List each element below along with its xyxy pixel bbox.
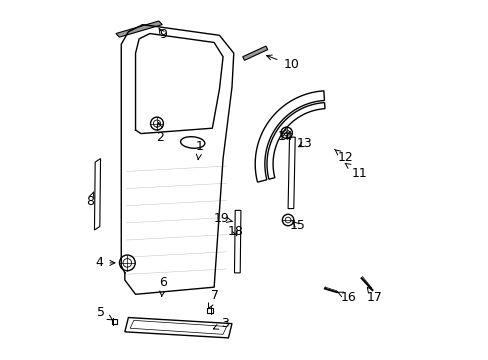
Text: 1: 1 [196, 140, 203, 159]
Text: 4: 4 [95, 256, 115, 269]
Text: 7: 7 [208, 288, 219, 309]
Text: 14: 14 [277, 130, 293, 143]
Text: 18: 18 [227, 225, 243, 238]
Text: 15: 15 [289, 219, 305, 232]
Text: 8: 8 [86, 192, 94, 208]
Text: 6: 6 [159, 276, 166, 297]
Text: 19: 19 [213, 212, 232, 225]
Text: 2: 2 [156, 122, 164, 144]
Text: 5: 5 [97, 306, 112, 320]
Text: 11: 11 [345, 163, 366, 180]
Polygon shape [242, 46, 267, 60]
Text: 12: 12 [334, 149, 352, 165]
Text: 16: 16 [337, 291, 356, 304]
Text: 13: 13 [296, 137, 312, 150]
Text: 10: 10 [266, 55, 299, 72]
Text: 9: 9 [159, 28, 166, 41]
Polygon shape [116, 21, 162, 37]
Text: 17: 17 [366, 287, 382, 304]
Text: 3: 3 [213, 318, 228, 330]
